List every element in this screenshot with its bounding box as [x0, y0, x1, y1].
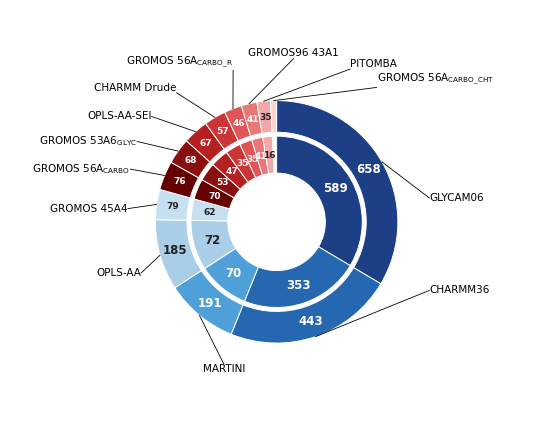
Text: 57: 57	[217, 127, 229, 136]
Wedge shape	[240, 140, 262, 178]
Wedge shape	[205, 248, 258, 301]
Wedge shape	[206, 112, 238, 149]
Wedge shape	[213, 152, 248, 189]
Text: 443: 443	[298, 315, 323, 328]
Wedge shape	[252, 137, 269, 175]
Text: GLYCAM06: GLYCAM06	[430, 193, 484, 203]
Text: CHARMM Drude: CHARMM Drude	[94, 83, 177, 93]
Wedge shape	[160, 162, 199, 198]
Wedge shape	[257, 101, 272, 133]
Text: 41: 41	[255, 152, 268, 161]
Wedge shape	[225, 106, 251, 141]
Text: 41: 41	[246, 115, 259, 124]
Text: GROMOS 56A$_\mathregular{CARBO}$: GROMOS 56A$_\mathregular{CARBO}$	[32, 162, 130, 176]
Text: 62: 62	[204, 208, 216, 217]
Wedge shape	[277, 136, 362, 266]
Text: OPLS-AA: OPLS-AA	[96, 268, 141, 278]
Wedge shape	[194, 180, 234, 209]
Wedge shape	[155, 220, 201, 288]
Text: 589: 589	[323, 182, 348, 195]
Text: CHARMM36: CHARMM36	[430, 285, 490, 296]
Text: 53: 53	[216, 178, 228, 187]
Wedge shape	[227, 144, 256, 182]
Text: 191: 191	[197, 297, 222, 309]
Text: 68: 68	[185, 156, 197, 165]
Wedge shape	[245, 247, 350, 307]
Text: 70: 70	[208, 192, 221, 201]
Text: 46: 46	[232, 119, 245, 128]
Wedge shape	[241, 102, 262, 136]
Text: 72: 72	[204, 234, 220, 247]
Wedge shape	[263, 136, 274, 174]
Wedge shape	[156, 189, 190, 220]
Text: 35: 35	[246, 155, 258, 164]
Wedge shape	[202, 165, 240, 198]
Text: 67: 67	[200, 139, 212, 148]
Text: 16: 16	[263, 151, 276, 160]
Wedge shape	[171, 141, 210, 178]
Wedge shape	[231, 268, 381, 343]
Wedge shape	[191, 199, 229, 221]
Wedge shape	[186, 123, 224, 162]
Text: GROMOS 53A6$_\mathregular{GLYC}$: GROMOS 53A6$_\mathregular{GLYC}$	[39, 135, 137, 148]
Text: GROMOS 45A4: GROMOS 45A4	[50, 204, 128, 213]
Text: 353: 353	[286, 279, 310, 292]
Text: 35: 35	[259, 112, 272, 122]
Wedge shape	[175, 271, 243, 334]
Wedge shape	[191, 220, 236, 269]
Wedge shape	[271, 101, 277, 132]
Text: 79: 79	[166, 202, 179, 211]
Text: 47: 47	[226, 167, 238, 176]
Text: MARTINI: MARTINI	[203, 364, 245, 374]
Text: PITOMBA: PITOMBA	[350, 59, 397, 69]
Text: OPLS-AA-SEI: OPLS-AA-SEI	[87, 112, 151, 121]
Text: 70: 70	[226, 267, 242, 280]
Text: 35: 35	[236, 160, 249, 168]
Text: GROMOS 56A$_\mathregular{CARBO\_CHT}$: GROMOS 56A$_\mathregular{CARBO\_CHT}$	[377, 72, 494, 88]
Text: 658: 658	[356, 163, 381, 176]
Text: 185: 185	[163, 244, 188, 257]
Text: 76: 76	[173, 177, 185, 186]
Wedge shape	[277, 101, 398, 284]
Text: GROMOS96 43A1: GROMOS96 43A1	[249, 48, 339, 59]
Text: GROMOS 56A$_\mathregular{CARBO\_R}$: GROMOS 56A$_\mathregular{CARBO\_R}$	[126, 55, 233, 70]
